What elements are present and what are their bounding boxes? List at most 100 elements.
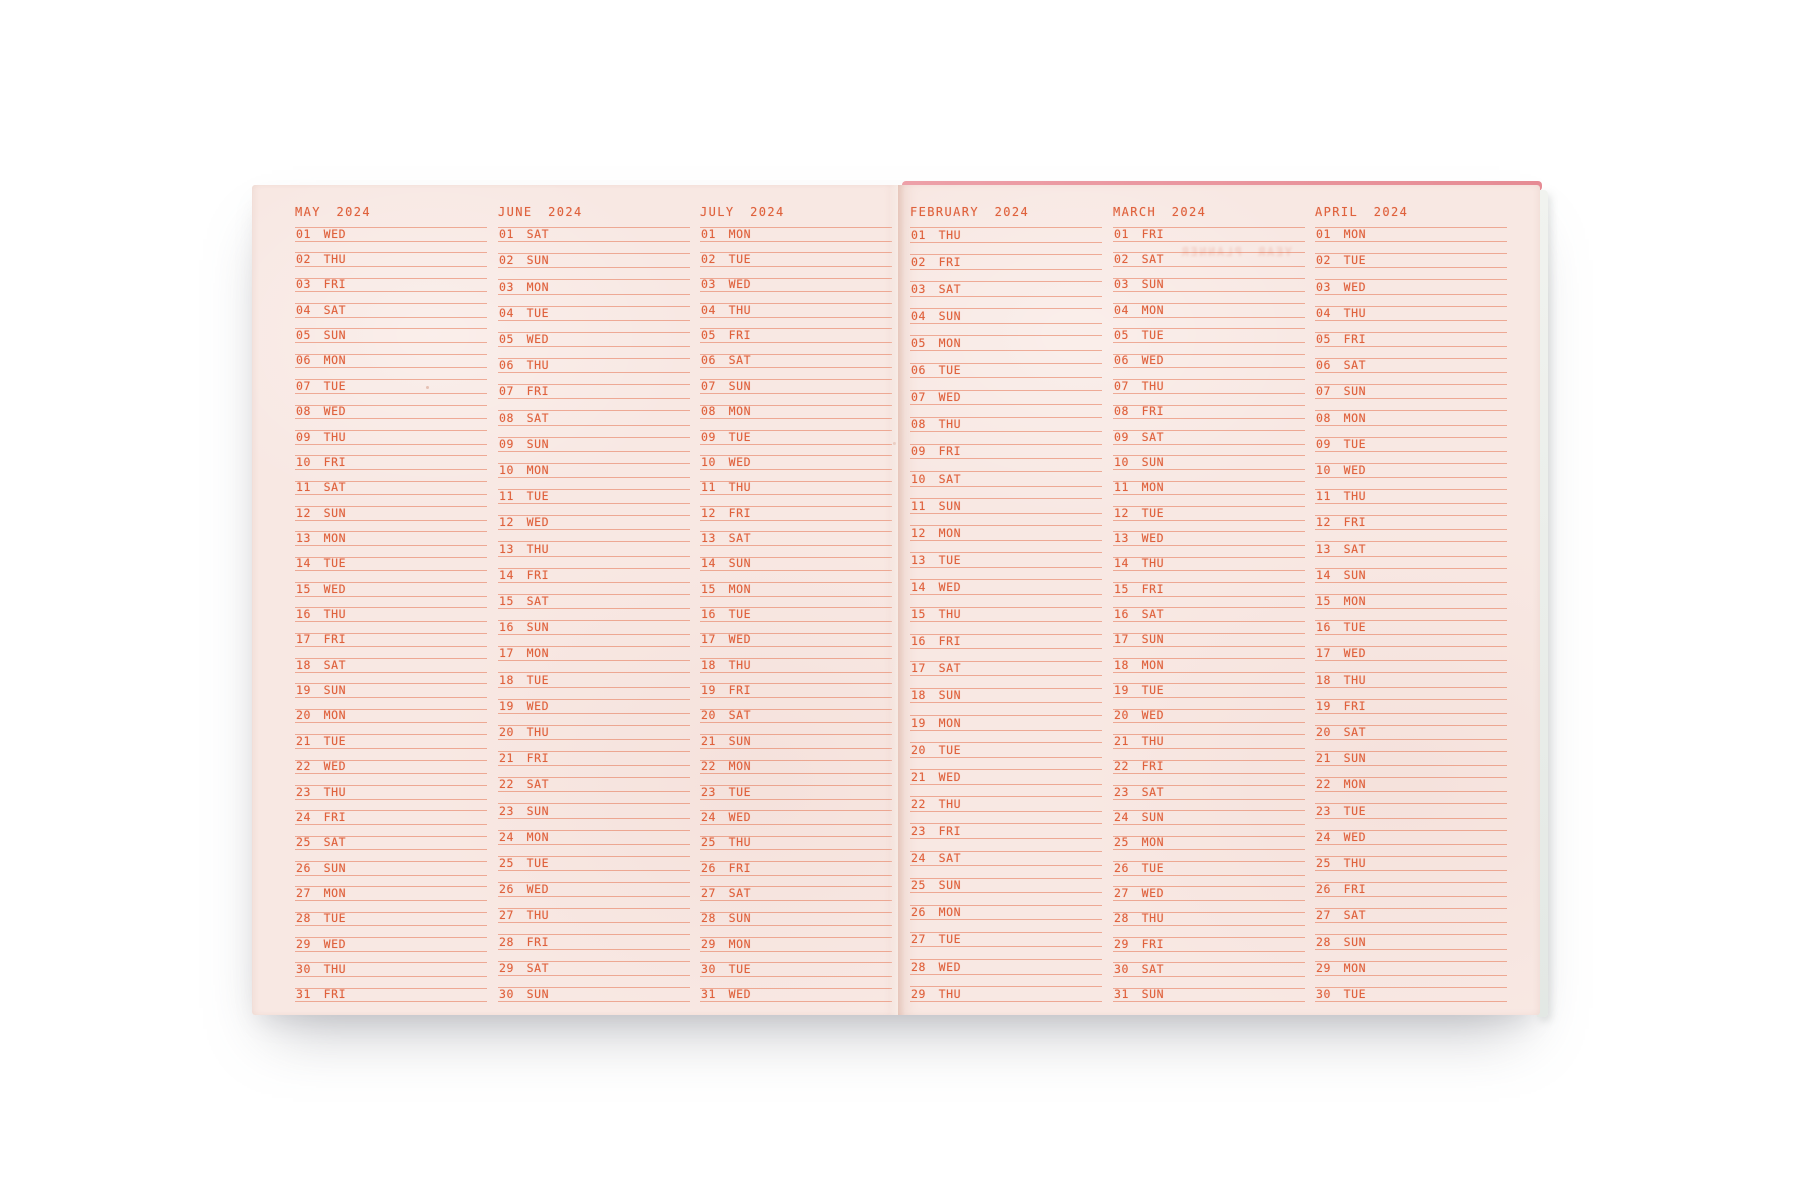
day-row: 11 TUE — [498, 489, 690, 517]
day-label: 23 TUE — [701, 784, 752, 799]
day-label: 01 SAT — [499, 227, 550, 242]
day-label: 26 TUE — [1114, 860, 1165, 875]
day-ruled-space: 10 SAT — [910, 472, 1102, 487]
day-ruled-space: 06 THU — [498, 358, 690, 374]
day-label: 27 SAT — [701, 886, 752, 900]
day-ruled-space: 22 MON — [700, 759, 892, 775]
day-row: 07 WED — [910, 390, 1102, 418]
day-ruled-space: 18 MON — [1113, 658, 1305, 673]
day-label: 27 WED — [1114, 886, 1165, 900]
day-label: 07 SUN — [701, 378, 752, 393]
day-row: 22 FRI — [1113, 759, 1305, 786]
day-row: 03 FRI — [295, 277, 487, 305]
day-label: 11 SUN — [911, 498, 962, 513]
month-column-june-2024: JUNE 2024 01 SAT 02 SUN 03 MON 04 TUE 05 WED… — [498, 185, 690, 1015]
day-ruled-space: 13 THU — [498, 542, 690, 557]
day-label: 29 SAT — [499, 960, 550, 975]
day-ruled-space: 20 SAT — [1315, 725, 1507, 740]
day-row: 30 TUE — [1315, 987, 1507, 1013]
day-label: 13 WED — [1114, 530, 1165, 545]
day-label: 22 SAT — [499, 777, 550, 792]
day-ruled-space: 12 FRI — [700, 506, 892, 521]
day-row: 21 THU — [1113, 734, 1305, 761]
day-row: 27 THU — [498, 908, 690, 936]
day-row: 01 FRI — [1113, 227, 1305, 254]
day-row: 17 SAT — [910, 661, 1102, 689]
day-ruled-space: 13 SAT — [1315, 542, 1507, 557]
day-row: 27 SAT — [700, 886, 892, 913]
day-label: 30 SUN — [499, 986, 550, 1001]
day-label: 04 THU — [701, 302, 752, 317]
day-label: 16 FRI — [911, 634, 962, 649]
day-row: 18 SUN — [910, 688, 1102, 716]
day-label: 22 FRI — [1114, 759, 1165, 774]
day-ruled-space: 12 TUE — [1113, 506, 1305, 521]
day-label: 10 SUN — [1114, 454, 1165, 469]
day-label: 20 MON — [296, 708, 347, 723]
day-row: 25 SAT — [295, 835, 487, 862]
page-stack-edge — [1537, 190, 1548, 1017]
day-row: 21 WED — [910, 770, 1102, 798]
day-row: 21 SUN — [700, 734, 892, 761]
day-label: 26 MON — [911, 905, 962, 920]
day-row: 15 MON — [700, 582, 892, 609]
day-label: 17 WED — [701, 632, 752, 647]
day-row: 19 FRI — [700, 683, 892, 710]
day-row: 14 TUE — [295, 556, 487, 584]
day-label: 25 THU — [701, 835, 752, 850]
day-label: 27 SAT — [1316, 908, 1367, 923]
day-ruled-space: 01 FRI — [1113, 227, 1305, 242]
day-label: 21 TUE — [296, 733, 347, 748]
day-label: 05 FRI — [1316, 331, 1367, 346]
day-row: 24 WED — [1315, 830, 1507, 857]
day-label: 11 SAT — [296, 480, 347, 495]
day-row: 06 WED — [1113, 353, 1305, 381]
paper-speck — [426, 386, 429, 389]
day-ruled-space: 07 THU — [1113, 378, 1305, 394]
day-label: 02 TUE — [701, 252, 752, 267]
day-ruled-space: 22 SAT — [498, 777, 690, 793]
day-label: 03 FRI — [296, 277, 347, 292]
day-label: 08 MON — [1316, 410, 1367, 425]
day-label: 28 FRI — [499, 934, 550, 949]
day-label: 07 THU — [1114, 378, 1165, 393]
day-row: 04 THU — [1315, 306, 1507, 333]
day-row: 14 FRI — [498, 568, 690, 595]
day-label: 06 WED — [1114, 353, 1165, 368]
day-ruled-space: 24 WED — [700, 810, 892, 825]
day-label: 14 SUN — [1316, 567, 1367, 582]
day-label: 13 MON — [296, 530, 347, 545]
day-row: 28 WED — [910, 960, 1102, 988]
day-row: 20 WED — [1113, 708, 1305, 736]
day-label: 19 MON — [911, 715, 962, 730]
day-ruled-space: 16 FRI — [910, 634, 1102, 650]
day-row: 26 WED — [498, 882, 690, 910]
day-label: 15 WED — [296, 581, 347, 596]
day-label: 29 MON — [1316, 960, 1367, 975]
day-ruled-space: 09 FRI — [910, 444, 1102, 460]
day-ruled-space: 22 MON — [1315, 777, 1507, 793]
day-label: 27 TUE — [911, 932, 962, 947]
day-ruled-space: 15 FRI — [1113, 582, 1305, 597]
day-label: 17 MON — [499, 646, 550, 661]
day-row: 15 THU — [910, 607, 1102, 635]
day-row: 12 WED — [498, 515, 690, 543]
day-label: 30 SAT — [1114, 962, 1165, 977]
day-ruled-space: 14 SUN — [700, 556, 892, 572]
day-ruled-space: 31 SUN — [1113, 987, 1305, 1003]
day-row: 07 SUN — [1315, 384, 1507, 412]
day-ruled-space: 05 MON — [910, 336, 1102, 351]
day-row: 03 SUN — [1113, 277, 1305, 305]
day-row: 21 TUE — [295, 733, 487, 761]
day-ruled-space: 01 MON — [1315, 227, 1507, 243]
day-row: 18 THU — [1315, 672, 1507, 700]
day-row: 13 THU — [498, 542, 690, 569]
day-row: 02 SUN — [498, 253, 690, 281]
day-ruled-space: 08 SAT — [498, 411, 690, 426]
day-label: 18 THU — [1316, 672, 1367, 687]
day-ruled-space: 17 WED — [1315, 646, 1507, 662]
paper-speck — [893, 442, 896, 445]
month-title: FEBRUARY 2024 — [910, 205, 1030, 219]
day-row: 18 TUE — [498, 673, 690, 700]
day-row: 19 FRI — [1315, 699, 1507, 726]
